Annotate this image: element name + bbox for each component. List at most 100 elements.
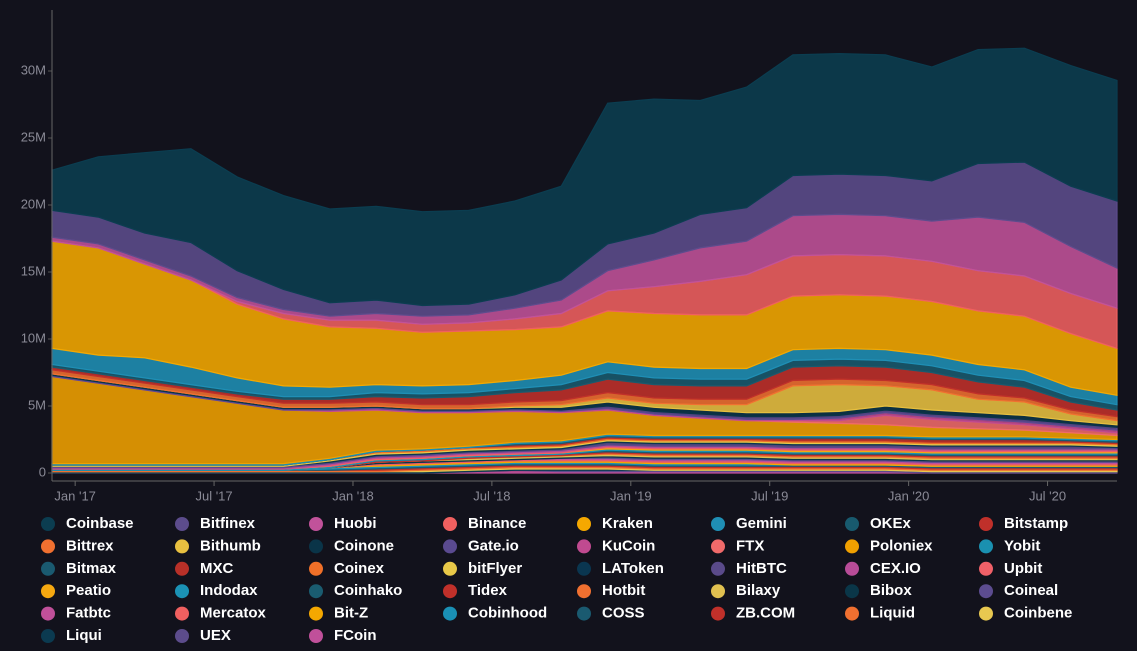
legend-swatch	[443, 517, 457, 531]
y-tick-label: 15M	[21, 263, 46, 278]
legend-swatch	[41, 539, 55, 554]
legend-label: Bithumb	[200, 537, 261, 554]
legend-label: Gemini	[736, 515, 787, 532]
x-tick-label: Jul '20	[1029, 488, 1066, 503]
legend-swatch	[41, 517, 55, 531]
legend-swatch	[711, 584, 725, 599]
legend-label: COSS	[602, 605, 645, 622]
x-tick-label: Jul '18	[473, 488, 510, 503]
legend-swatch	[577, 539, 591, 554]
legend-swatch	[711, 539, 725, 554]
x-tick-label: Jan '18	[332, 488, 374, 503]
legend-swatch	[309, 561, 323, 576]
x-tick-label: Jul '17	[195, 488, 232, 503]
legend-swatch	[175, 629, 189, 643]
legend-label: Coinex	[334, 560, 385, 577]
legend-swatch	[979, 517, 993, 531]
legend-swatch	[309, 517, 323, 531]
y-tick-label: 0	[39, 464, 46, 479]
legend-label: ZB.COM	[736, 605, 795, 622]
legend-label: CEX.IO	[870, 560, 921, 577]
legend-label: KuCoin	[602, 537, 655, 554]
legend-swatch	[577, 606, 591, 621]
legend-label: Poloniex	[870, 537, 933, 554]
legend-swatch	[577, 584, 591, 599]
legend-label: Bitmax	[66, 560, 117, 577]
legend-swatch	[443, 584, 457, 599]
legend-label: Bittrex	[66, 537, 114, 554]
legend-swatch	[711, 517, 725, 531]
legend-swatch	[845, 606, 859, 621]
legend-label: MXC	[200, 560, 234, 577]
legend-label: Coinbene	[1004, 605, 1072, 622]
legend-label: Bitfinex	[200, 515, 256, 532]
legend-swatch	[309, 584, 323, 599]
legend-label: Binance	[468, 515, 526, 532]
legend-swatch	[979, 561, 993, 576]
y-tick-label: 25M	[21, 129, 46, 144]
legend-swatch	[979, 539, 993, 554]
legend-swatch	[845, 584, 859, 599]
legend-label: Bit-Z	[334, 605, 368, 622]
legend-label: Fatbtc	[66, 605, 111, 622]
areas	[51, 47, 1118, 474]
legend-label: Tidex	[468, 582, 508, 599]
legend-label: Cobinhood	[468, 605, 547, 622]
x-tick-label: Jan '19	[610, 488, 652, 503]
legend-label: UEX	[200, 627, 231, 644]
legend-swatch	[711, 561, 725, 576]
legend-label: Bilaxy	[736, 582, 781, 599]
x-tick-label: Jul '19	[751, 488, 788, 503]
legend-swatch	[845, 539, 859, 554]
legend-label: Upbit	[1004, 560, 1042, 577]
legend-swatch	[845, 517, 859, 531]
legend-label: FTX	[736, 537, 764, 554]
legend-label: Coinhako	[334, 582, 402, 599]
legend-swatch	[577, 517, 591, 531]
legend-swatch	[979, 584, 993, 599]
legend-swatch	[979, 606, 993, 621]
legend-label: HitBTC	[736, 560, 787, 577]
y-tick-label: 5M	[28, 397, 46, 412]
legend-swatch	[41, 561, 55, 576]
legend-swatch	[711, 606, 725, 621]
legend-swatch	[175, 561, 189, 576]
legend-swatch	[175, 517, 189, 531]
legend-swatch	[175, 584, 189, 599]
area	[51, 47, 1118, 307]
legend-label: Coinbase	[66, 515, 134, 532]
legend-swatch	[443, 606, 457, 621]
legend-swatch	[443, 539, 457, 554]
legend-label: Mercatox	[200, 605, 267, 622]
legend-label: Coineal	[1004, 582, 1058, 599]
legend-swatch	[309, 606, 323, 621]
legend: Coinbase Bitfinex Huobi Binance Kraken Gemini…	[41, 515, 1072, 644]
legend-label: Liqui	[66, 627, 102, 644]
legend-label: Hotbit	[602, 582, 645, 599]
y-tick-label: 20M	[21, 196, 46, 211]
legend-swatch	[845, 561, 859, 576]
legend-swatch	[309, 539, 323, 554]
legend-swatch	[175, 606, 189, 621]
legend-swatch	[41, 629, 55, 643]
legend-label: Liquid	[870, 605, 915, 622]
legend-label: Kraken	[602, 515, 653, 532]
legend-label: Coinone	[334, 537, 394, 554]
legend-swatch	[175, 539, 189, 554]
legend-swatch	[443, 561, 457, 576]
legend-label: Gate.io	[468, 537, 519, 554]
legend-label: Yobit	[1004, 537, 1040, 554]
x-tick-label: Jan '17	[54, 488, 96, 503]
y-tick-label: 30M	[21, 62, 46, 77]
legend-label: LAToken	[602, 560, 664, 577]
legend-label: Peatio	[66, 582, 111, 599]
legend-label: Bitstamp	[1004, 515, 1068, 532]
y-tick-label: 10M	[21, 330, 46, 345]
legend-swatch	[41, 606, 55, 621]
legend-label: Huobi	[334, 515, 377, 532]
x-tick-label: Jan '20	[888, 488, 930, 503]
legend-label: FCoin	[334, 627, 377, 644]
legend-label: Indodax	[200, 582, 258, 599]
legend-label: bitFlyer	[468, 560, 522, 577]
